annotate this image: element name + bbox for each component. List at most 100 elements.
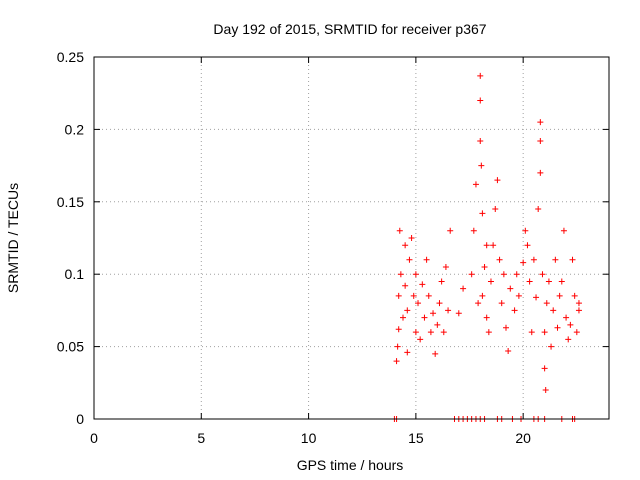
data-point — [479, 292, 486, 299]
y-tick-label: 0.15 — [57, 194, 84, 210]
data-point — [478, 162, 485, 169]
data-point — [395, 292, 402, 299]
data-point — [492, 206, 499, 213]
data-point — [537, 137, 544, 144]
data-point — [526, 278, 533, 285]
data-point — [421, 314, 428, 321]
data-point — [543, 300, 550, 307]
x-tick-label: 0 — [90, 430, 98, 446]
data-point — [472, 181, 479, 188]
plot-frame — [93, 56, 610, 420]
data-point — [567, 321, 574, 328]
data-point — [552, 256, 559, 263]
data-point — [470, 227, 477, 234]
data-point — [396, 227, 403, 234]
data-point — [483, 314, 490, 321]
data-point — [498, 300, 505, 307]
y-tick-label: 0.1 — [65, 266, 85, 282]
data-point — [487, 278, 494, 285]
x-tick-label: 10 — [301, 430, 317, 446]
data-point — [477, 97, 484, 104]
data-point — [417, 336, 424, 343]
data-point — [524, 242, 531, 249]
data-point — [503, 324, 509, 331]
data-points — [391, 72, 582, 422]
data-point — [500, 271, 507, 278]
y-axis-label: SRMTID / TECUs — [5, 183, 21, 293]
data-point — [511, 307, 518, 314]
data-point — [394, 343, 401, 350]
data-point — [408, 235, 415, 241]
data-point — [400, 314, 406, 321]
data-point — [520, 259, 527, 266]
data-point — [558, 278, 565, 285]
data-point — [539, 271, 546, 278]
data-point — [395, 326, 402, 333]
data-point — [432, 350, 439, 357]
data-point — [522, 227, 529, 234]
data-point — [438, 278, 445, 285]
data-point — [447, 227, 454, 234]
data-point — [419, 281, 426, 288]
data-point — [541, 365, 548, 372]
data-point — [404, 349, 411, 356]
data-point — [430, 310, 437, 317]
y-tick-label: 0.2 — [65, 121, 85, 137]
data-point — [436, 300, 443, 307]
data-point — [548, 343, 555, 350]
data-point — [425, 292, 432, 299]
data-point — [556, 292, 563, 299]
data-point — [513, 271, 520, 278]
data-point — [537, 169, 544, 176]
data-point — [483, 242, 490, 249]
data-point — [515, 292, 522, 299]
grid — [94, 57, 609, 419]
x-tick-label: 20 — [515, 430, 531, 446]
data-point — [402, 282, 409, 289]
data-point — [404, 307, 411, 314]
data-point — [573, 329, 580, 336]
data-point — [475, 300, 482, 307]
data-point — [455, 310, 462, 317]
data-point — [397, 271, 404, 278]
data-point — [393, 358, 400, 365]
data-point — [434, 321, 441, 328]
data-point — [505, 347, 512, 354]
data-point — [479, 210, 486, 217]
x-tick-label: 15 — [408, 430, 424, 446]
data-point — [412, 329, 419, 336]
chart-title: Day 192 of 2015, SRMTID for receiver p36… — [213, 21, 486, 37]
data-point — [535, 206, 542, 213]
data-point — [494, 177, 501, 184]
data-point — [537, 119, 544, 126]
data-point — [406, 256, 413, 263]
data-point — [442, 263, 449, 270]
data-point — [477, 72, 484, 79]
data-point — [542, 387, 549, 394]
data-point — [563, 314, 570, 321]
data-point — [415, 300, 422, 307]
data-point — [550, 307, 557, 314]
data-point — [477, 137, 484, 144]
data-point — [560, 227, 567, 234]
data-point — [545, 278, 552, 285]
data-point — [530, 256, 537, 263]
data-point — [490, 242, 497, 249]
data-point — [565, 336, 572, 343]
data-point — [460, 285, 467, 292]
data-point — [496, 256, 503, 263]
data-point — [410, 292, 417, 299]
data-point — [571, 292, 578, 299]
data-point — [468, 271, 475, 278]
data-point — [440, 329, 447, 336]
tick-labels: 0 5 10 15 20 0 0.05 0.1 0.15 0.2 0.25 — [57, 49, 531, 446]
x-tick-label: 5 — [197, 430, 205, 446]
data-point — [423, 256, 430, 263]
data-point — [485, 329, 492, 336]
y-tick-label: 0.25 — [57, 49, 84, 65]
data-point — [569, 256, 576, 263]
data-point — [445, 307, 452, 314]
data-point — [427, 329, 434, 336]
y-tick-label: 0 — [76, 411, 84, 427]
